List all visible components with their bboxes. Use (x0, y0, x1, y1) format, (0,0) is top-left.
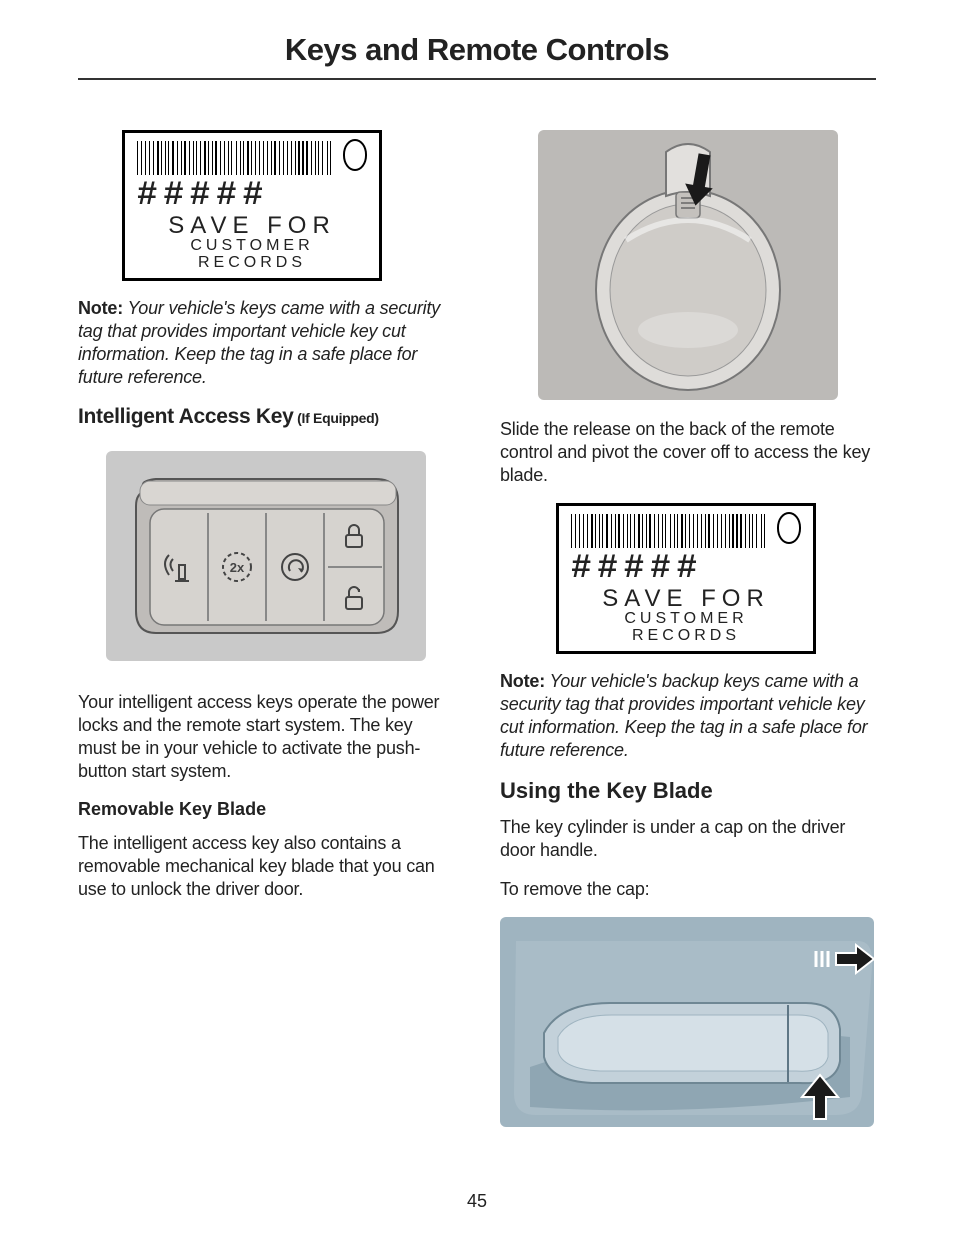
note-label: Note: (500, 671, 545, 691)
tag-hashes: ##### (137, 179, 367, 213)
note-text: Your vehicle's keys came with a security… (78, 298, 440, 387)
para-key-cylinder: The key cylinder is under a cap on the d… (500, 816, 876, 862)
para-removable-blade: The intelligent access key also contains… (78, 832, 454, 901)
svg-text:2x: 2x (230, 560, 245, 575)
tag-line2: CUSTOMER RECORDS (137, 238, 367, 272)
note-text: Your vehicle's backup keys came with a s… (500, 671, 867, 760)
right-column: Slide the release on the back of the rem… (500, 130, 876, 1127)
tag-line1: SAVE FOR (137, 213, 367, 238)
heading-intelligent-access-key: Intelligent Access Key (If Equipped) (78, 405, 454, 429)
keyring-hole (343, 139, 367, 171)
door-handle-figure (500, 917, 874, 1127)
remote-back-figure (538, 130, 838, 400)
left-column: ##### SAVE FOR CUSTOMER RECORDS Note: Yo… (78, 130, 454, 1127)
h2-sub: (If Equipped) (294, 410, 379, 426)
security-tag-figure: ##### SAVE FOR CUSTOMER RECORDS (122, 130, 382, 281)
security-tag-figure-2: ##### SAVE FOR CUSTOMER RECORDS (556, 503, 816, 654)
note-label: Note: (78, 298, 123, 318)
para-slide-release: Slide the release on the back of the rem… (500, 418, 876, 487)
barcode (571, 514, 767, 548)
heading-removable-key-blade: Removable Key Blade (78, 799, 454, 820)
h2-text: Intelligent Access Key (78, 405, 294, 428)
heading-using-key-blade: Using the Key Blade (500, 778, 876, 804)
keyring-hole (777, 512, 801, 544)
barcode (137, 141, 333, 175)
para-remove-cap: To remove the cap: (500, 878, 876, 901)
tag-hashes: ##### (571, 552, 801, 586)
chapter-title: Keys and Remote Controls (78, 32, 876, 78)
para-access-keys: Your intelligent access keys operate the… (78, 691, 454, 783)
note-keys: Note: Your vehicle's keys came with a se… (78, 297, 454, 389)
key-fob-figure: 2x (106, 451, 426, 661)
columns: ##### SAVE FOR CUSTOMER RECORDS Note: Yo… (78, 130, 876, 1127)
page-number: 45 (0, 1191, 954, 1212)
tag-line1: SAVE FOR (571, 586, 801, 611)
note-backup-keys: Note: Your vehicle's backup keys came wi… (500, 670, 876, 762)
tag-line2: CUSTOMER RECORDS (571, 611, 801, 645)
header-rule (78, 78, 876, 80)
